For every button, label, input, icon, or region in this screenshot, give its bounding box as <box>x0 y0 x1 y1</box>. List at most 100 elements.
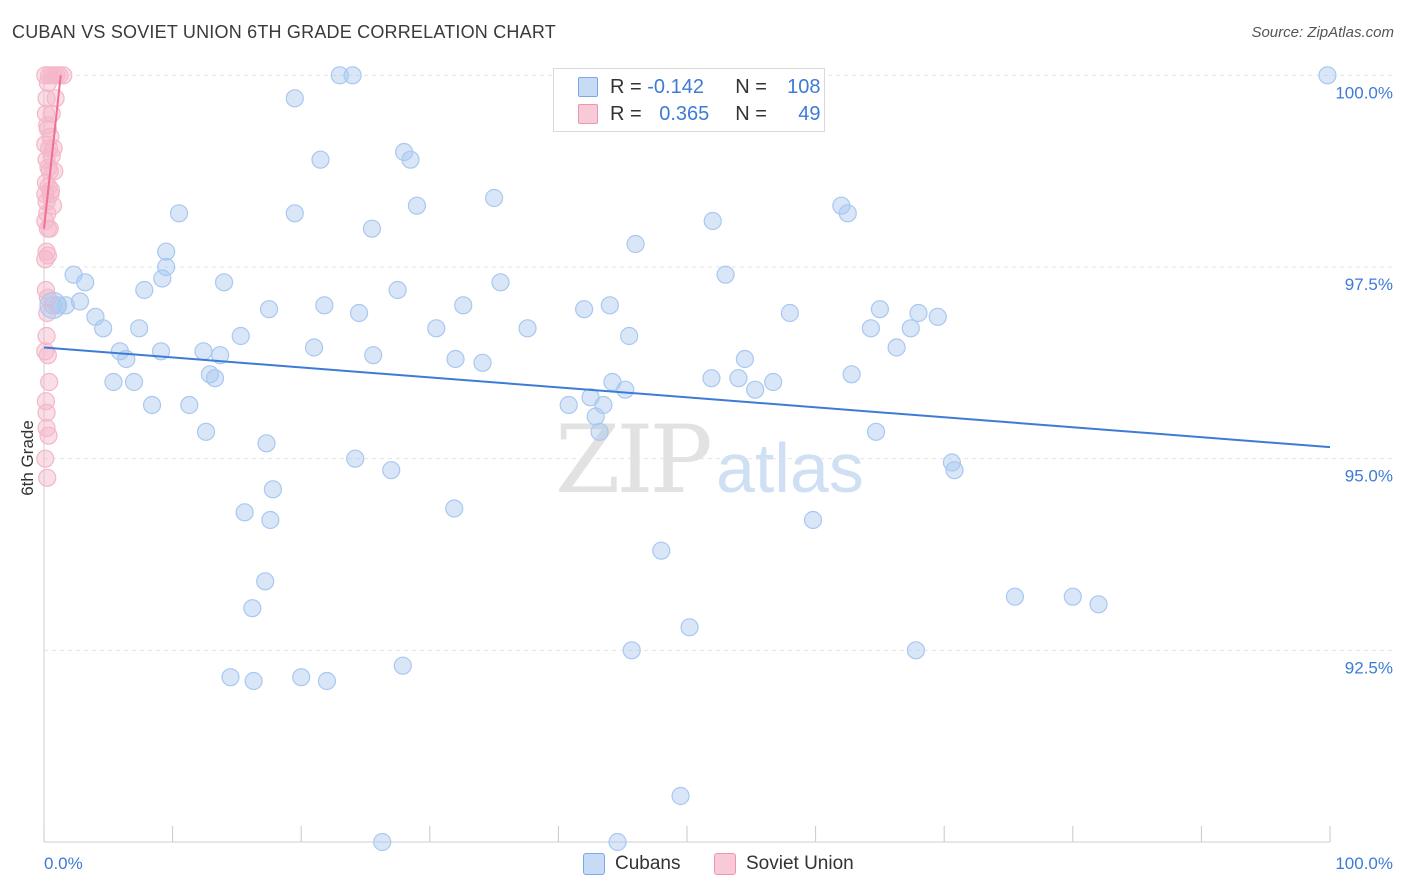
data-point <box>214 273 234 292</box>
data-point <box>838 204 857 223</box>
data-point <box>153 269 172 288</box>
data-point <box>37 326 56 346</box>
data-point <box>716 265 735 284</box>
data-point <box>454 296 473 315</box>
data-point <box>866 422 886 441</box>
trend-line-cubans <box>43 346 1331 449</box>
y-axis-title: 6th Grade <box>18 420 37 496</box>
legend-row-soviet-union: R = 0.365 N = 49 <box>578 102 821 126</box>
data-point <box>36 449 55 468</box>
data-point <box>38 73 57 93</box>
data-point <box>780 303 799 323</box>
data-point <box>330 66 349 85</box>
data-point <box>257 434 276 453</box>
data-point <box>37 403 56 422</box>
data-point <box>346 449 365 468</box>
data-point-cluster <box>39 291 67 319</box>
trend-line-soviet-union <box>43 75 62 229</box>
data-point <box>43 196 63 215</box>
data-point <box>620 326 639 346</box>
data-point <box>616 380 635 399</box>
data-point <box>104 372 123 392</box>
data-point <box>393 656 412 675</box>
data-point <box>317 671 337 691</box>
data-point <box>261 510 280 530</box>
data-point <box>427 319 446 338</box>
data-point <box>40 219 59 238</box>
legend-n-value: 108 <box>787 75 821 98</box>
data-point <box>764 372 783 392</box>
data-point <box>652 541 671 560</box>
data-point <box>729 369 748 388</box>
data-point <box>382 461 401 480</box>
data-point <box>909 303 928 323</box>
data-point <box>130 319 149 338</box>
legend-n-label: N = <box>735 75 773 98</box>
data-point <box>575 300 594 319</box>
data-point <box>590 422 609 441</box>
data-point <box>803 510 823 530</box>
data-point <box>388 280 407 300</box>
data-point <box>407 196 427 215</box>
data-point <box>315 296 334 315</box>
legend-n-value: 49 <box>798 102 821 125</box>
data-point <box>142 395 162 415</box>
data-point <box>485 188 504 208</box>
data-point <box>76 273 95 292</box>
data-point <box>235 503 254 522</box>
data-point <box>38 468 57 487</box>
data-point <box>622 641 641 660</box>
legend-n-label: N = <box>735 102 773 125</box>
data-point <box>40 66 59 85</box>
data-point <box>135 280 154 300</box>
data-point <box>473 353 492 372</box>
data-point <box>285 204 304 223</box>
data-point <box>221 668 240 687</box>
data-point <box>292 668 311 687</box>
data-point <box>349 303 369 323</box>
x-tick-label: 100.0% <box>1335 854 1393 873</box>
legend-r-label: R = <box>610 102 648 125</box>
data-point <box>311 150 330 169</box>
data-point <box>36 104 56 123</box>
data-point <box>842 365 861 384</box>
legend-swatch-soviet-union <box>578 104 598 124</box>
data-point <box>180 395 199 415</box>
y-tick-label: 95.0% <box>1345 467 1393 486</box>
bottom-legend-cubans: Cubans <box>583 852 681 876</box>
legend-r-value: 0.365 <box>659 102 710 125</box>
data-point <box>94 319 113 338</box>
data-point <box>600 296 619 315</box>
data-point <box>671 786 690 806</box>
data-point <box>243 599 262 618</box>
data-point <box>37 418 56 438</box>
data-point <box>1089 595 1108 614</box>
data-point <box>1063 587 1082 606</box>
data-point <box>945 461 964 480</box>
data-point <box>194 342 213 361</box>
data-point <box>1318 66 1337 85</box>
bottom-legend-soviet-union: Soviet Union <box>714 852 854 876</box>
data-point <box>211 346 230 365</box>
correlation-legend: R = -0.142 N = 108 R = 0.365 N = 49 <box>553 68 825 132</box>
data-point <box>304 338 324 357</box>
legend-r-label: R = <box>610 75 648 98</box>
bottom-legend-swatch-soviet-union <box>714 853 736 875</box>
data-point <box>901 319 920 338</box>
data-point <box>518 319 537 338</box>
data-point <box>870 300 890 319</box>
data-point <box>702 369 721 388</box>
legend-row-cubans: R = -0.142 N = 108 <box>578 75 821 99</box>
y-tick-label: 100.0% <box>1335 83 1393 102</box>
data-point <box>735 349 754 369</box>
data-point <box>861 319 880 338</box>
data-point <box>446 349 465 369</box>
data-point <box>626 234 645 254</box>
data-point <box>263 480 283 499</box>
legend-r-value: -0.142 <box>647 75 704 98</box>
bottom-legend-swatch-cubans <box>583 853 605 875</box>
data-point <box>285 89 304 108</box>
data-point <box>364 346 383 365</box>
data-point <box>38 288 57 307</box>
data-point <box>231 326 250 346</box>
